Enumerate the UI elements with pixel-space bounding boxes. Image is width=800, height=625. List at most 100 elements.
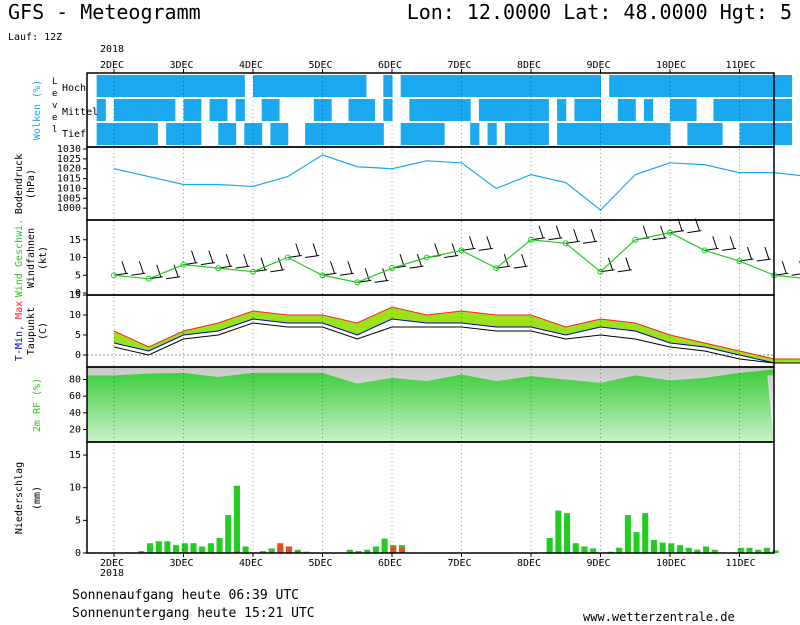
cloud-cell [313,123,323,145]
cloud-cell [782,99,793,121]
wind-barb [722,247,737,251]
cloud-cell [513,75,523,97]
rain-bar [364,549,371,553]
sunrise-text: Sonnenaufgang heute 06:39 UTC [72,588,299,603]
wind-barb [781,261,787,274]
wind-barb [166,276,181,280]
cloud-cell [131,123,141,145]
cloud-cell [643,75,654,97]
wind-barb [478,247,493,251]
cloud-cell [322,123,332,145]
cloud-cell [183,123,193,145]
cloud-cell [192,75,202,97]
cloud-cell [756,99,767,121]
day-label-top: 10DEC [656,60,686,71]
cloud-cell [105,123,115,145]
precip-tick-label: 0 [75,548,81,559]
run-label: Lauf: 12Z [8,32,63,43]
cloud-cell [583,123,593,145]
cloud-cell [539,99,549,121]
precip-tick-label: 10 [69,483,81,494]
cloud-cell [383,99,393,121]
rain-bar [763,547,770,553]
cloud-cell [452,75,462,97]
cloud-cell [244,123,254,145]
cloud-cell [122,123,132,145]
cloud-cell [357,75,367,97]
cloud-cell [531,123,541,145]
cloud-cell [504,99,515,121]
level-letter: L [52,77,57,87]
cloud-cell [756,123,767,145]
rain-bar [181,543,188,553]
temp-ylabel: T-Min, Max [14,301,25,361]
day-label-bottom: 5DEC [309,558,333,569]
cloud-cell [166,75,176,97]
wind-barb [208,250,214,263]
cloud-cell [713,75,723,97]
cloud-cell [287,75,297,97]
cloud-cell [444,99,454,121]
day-label-bottom: 4DEC [239,558,263,569]
cloud-cell [626,99,636,121]
temp-range-area [114,307,800,363]
cloud-cell [774,99,784,121]
rain-bar [590,548,597,553]
wind-barb [791,273,800,276]
wind-barb [339,272,354,276]
rain-bar [703,546,710,553]
wind-barb [243,253,249,267]
cloud-cell [105,75,115,97]
cloud-cell [557,99,567,121]
rain-bar [199,546,206,553]
temp-tick-label: 10 [69,310,81,321]
cloud-cell [192,123,202,145]
rain-bar [581,546,588,553]
day-label-top: 6DEC [378,60,402,71]
cloud-cell [748,99,758,121]
site-credit: www.wetterzentrale.de [583,610,735,624]
cloud-cell [609,123,619,145]
cloud-cell [487,75,497,97]
cloud-cell [461,99,471,121]
rain-bar [355,551,362,553]
cloud-cell [331,123,341,145]
cloud-cell [548,75,558,97]
cloud-cell [365,123,376,145]
cloud-cell [739,123,749,145]
sunset-text: Sonnenuntergang heute 15:21 UTC [72,606,315,621]
cloud-cell [131,75,141,97]
cloud-cell [114,75,124,97]
pressure-tick-label: 1005 [57,193,81,204]
cloud-cell [522,75,532,97]
rain-bar [259,551,267,553]
cloud-cell [478,75,489,97]
rain-bar [755,549,762,553]
cloud-cell [713,123,723,145]
wind-barb [469,236,474,249]
rh-tick-label: 40 [69,408,81,419]
cloud-cell [253,123,263,145]
pressure-tick-label: 1030 [57,144,81,155]
wind-barb [382,268,388,281]
rain-bar [381,538,388,553]
temp-unit: (C) [38,322,49,340]
cloud-cell [609,75,619,97]
pressure-tick-label: 1025 [57,154,81,165]
rain-bar [659,542,666,553]
day-label-top: 2DEC [100,60,124,71]
rain-bar [372,546,379,553]
cloud-cell [96,123,106,145]
cloud-cell [643,99,654,121]
wind-barb [121,261,127,274]
cloud-cell [357,123,367,145]
cloud-cell [322,75,332,97]
cloud-cell [756,75,767,97]
cloud-cell [591,123,601,145]
page-title: GFS - Meteogramm [8,0,201,24]
wind-point [562,240,569,247]
year-label-bottom: 2018 [100,568,125,579]
wind-barb [305,255,320,258]
rain-bar [676,545,684,553]
day-label-top: 11DEC [726,60,756,71]
